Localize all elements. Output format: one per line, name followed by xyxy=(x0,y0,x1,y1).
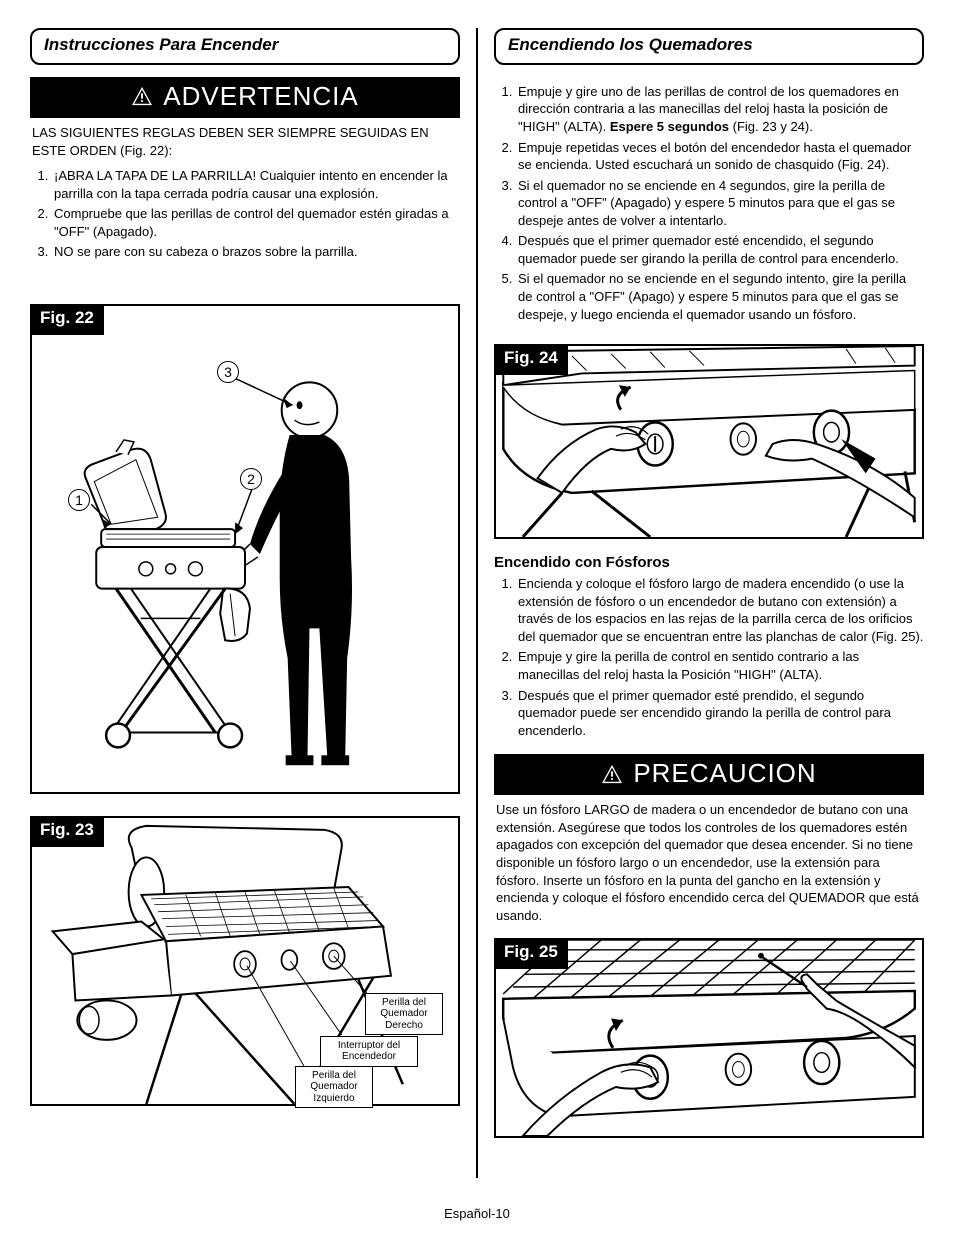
caution-banner: PRECAUCION xyxy=(494,754,924,795)
figure-23: Fig. 23 xyxy=(30,816,460,1106)
step-item: Empuje y gire uno de las perillas de con… xyxy=(516,83,924,136)
step-item: Después que el primer quemador esté ence… xyxy=(516,232,924,267)
warning-rules-list: ¡ABRA LA TAPA DE LA PARRILLA! Cualquier … xyxy=(30,167,460,264)
caution-label-text: PRECAUCION xyxy=(633,756,816,791)
fig25-illustration xyxy=(496,940,922,1136)
figure-22: Fig. 22 xyxy=(30,304,460,794)
figure-24: Fig. 24 xyxy=(494,344,924,539)
step-item: Empuje repetidas veces el botón del ence… xyxy=(516,139,924,174)
left-section-header: Instrucciones Para Encender xyxy=(30,28,460,65)
match-step-item: Encienda y coloque el fósforo largo de m… xyxy=(516,575,924,645)
rule-item: Compruebe que las perillas de control de… xyxy=(52,205,460,240)
fig23-label-right-knob: Perilla delQuemadorDerecho xyxy=(365,993,443,1036)
left-column: Instrucciones Para Encender ADVERTENCIA … xyxy=(30,28,460,1178)
column-divider xyxy=(476,28,478,1178)
step-item: Si el quemador no se enciende en el segu… xyxy=(516,270,924,323)
fig22-label: Fig. 22 xyxy=(30,304,104,335)
warning-banner: ADVERTENCIA xyxy=(30,77,460,118)
caution-triangle-icon xyxy=(601,764,623,784)
match-lighting-header: Encendido con Fósforos xyxy=(494,553,924,573)
page-footer: Español-10 xyxy=(0,1205,954,1223)
lighting-steps-list: Empuje y gire uno de las perillas de con… xyxy=(494,83,924,326)
rule-item: NO se pare con su cabeza o brazos sobre … xyxy=(52,243,460,261)
match-steps-list: Encienda y coloque el fósforo largo de m… xyxy=(494,575,924,742)
caution-text: Use un fósforo LARGO de madera o un ence… xyxy=(494,801,924,924)
fig22-illustration xyxy=(32,306,458,792)
fig24-label: Fig. 24 xyxy=(494,344,568,375)
right-section-header: Encendiendo los Quemadores xyxy=(494,28,924,65)
right-column: Encendiendo los Quemadores Empuje y gire… xyxy=(494,28,924,1178)
fig23-label-left-knob: Perilla delQuemadorIzquierdo xyxy=(295,1066,373,1109)
warning-triangle-icon xyxy=(131,86,153,106)
warning-intro: LAS SIGUIENTES REGLAS DEBEN SER SIEMPRE … xyxy=(30,124,460,159)
match-step-item: Después que el primer quemador esté pren… xyxy=(516,687,924,740)
fig22-callout-1: 1 xyxy=(68,489,90,511)
fig22-callout-3: 3 xyxy=(217,361,239,383)
figure-25: Fig. 25 xyxy=(494,938,924,1138)
match-step-item: Empuje y gire la perilla de control en s… xyxy=(516,648,924,683)
step-item: Si el quemador no se enciende en 4 segun… xyxy=(516,177,924,230)
rule-item: ¡ABRA LA TAPA DE LA PARRILLA! Cualquier … xyxy=(52,167,460,202)
warning-label-text: ADVERTENCIA xyxy=(163,79,358,114)
fig23-label-igniter: Interruptor delEncendedor xyxy=(320,1036,418,1067)
fig25-label: Fig. 25 xyxy=(494,938,568,969)
fig23-label: Fig. 23 xyxy=(30,816,104,847)
fig22-callout-2: 2 xyxy=(240,468,262,490)
